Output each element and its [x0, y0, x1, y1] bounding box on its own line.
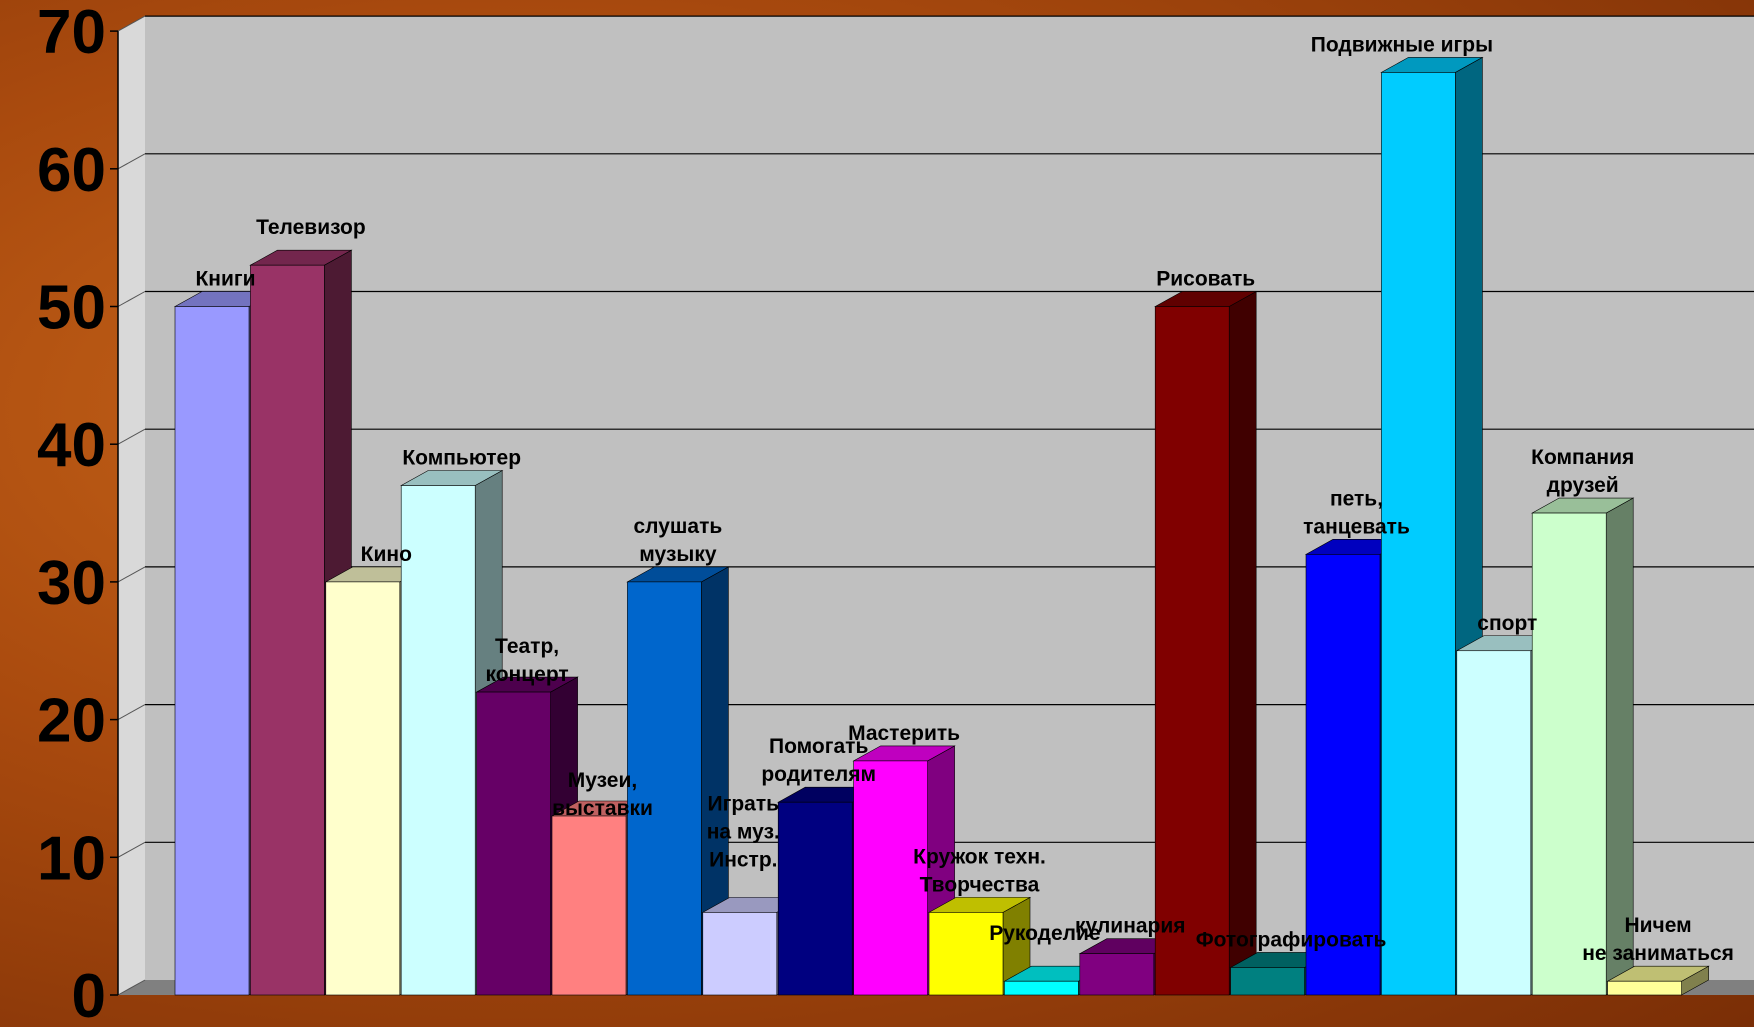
bar-label-line: Компания — [1531, 446, 1634, 469]
gridline-side — [117, 566, 146, 583]
bar-label-line: Кружок техн. — [913, 845, 1046, 868]
bar-label: Театр, концерт — [486, 635, 569, 686]
bar — [702, 912, 778, 996]
bar — [1381, 72, 1456, 996]
bar-label-line: Мастерить — [848, 722, 960, 745]
bar — [250, 264, 325, 996]
bar-label-line: кулинария — [1075, 915, 1186, 938]
gridline-side — [117, 291, 146, 307]
bar-label-line: Творчества — [920, 873, 1040, 896]
bar-label: слушать музыку — [633, 515, 722, 566]
bar-label: Кружок техн. Творчества — [913, 845, 1046, 896]
bar-label: Книги — [195, 268, 255, 291]
y-tick-label: 60 — [37, 136, 106, 205]
y-tick-label: 40 — [37, 411, 106, 480]
bar-label-line: Ничем — [1624, 914, 1691, 937]
bar-label-line: Играть — [708, 792, 780, 815]
bar-side — [1228, 290, 1257, 996]
bar — [928, 912, 1004, 996]
bar — [627, 581, 702, 996]
bar-label-line: Телевизор — [256, 216, 366, 239]
bar-label-line: не заниматься — [1582, 942, 1734, 965]
bar-label-line: Компьютер — [402, 447, 521, 470]
bar-label: Помогать родителям — [761, 735, 876, 786]
bar-label-line: Фотографировать — [1196, 928, 1387, 951]
y-tick-label: 0 — [72, 962, 106, 1027]
bar-label-line: выставки — [552, 797, 653, 820]
bar — [325, 581, 401, 996]
bar — [174, 306, 250, 996]
bar — [1154, 306, 1230, 996]
bar-label-line: Рукоделие — [989, 922, 1100, 945]
y-tick-label: 10 — [37, 824, 106, 893]
bar-group — [1606, 965, 1710, 996]
bar-label-line: Кино — [361, 543, 412, 566]
bar — [1079, 953, 1155, 996]
bar — [1305, 554, 1381, 996]
bar-label-line: Помогать — [769, 735, 868, 758]
bar-label-line: Подвижные игры — [1311, 33, 1493, 56]
y-tick-label: 20 — [37, 687, 106, 756]
bar-label-line: родителям — [761, 763, 876, 786]
bar-label: Рисовать — [1156, 268, 1255, 291]
gridline-side — [117, 15, 146, 32]
bar-group — [1531, 497, 1635, 996]
bar-label-line: Рисовать — [1156, 268, 1255, 291]
bar-label-line: друзей — [1547, 474, 1619, 497]
bar-label: спорт — [1477, 612, 1537, 635]
bar-label: кулинария — [1075, 915, 1186, 938]
bar — [777, 801, 853, 996]
bar-label-line: концерт — [486, 663, 569, 686]
bar-label-line: музыку — [639, 543, 717, 566]
bar — [1607, 980, 1682, 996]
gridline-side — [117, 841, 146, 858]
bar-label: Играть на муз. Инстр. — [707, 792, 780, 871]
bar — [476, 691, 551, 996]
gridline-side — [117, 979, 146, 996]
bar-label-line: Книги — [195, 268, 255, 291]
bar — [1230, 967, 1305, 996]
gridline-side — [117, 704, 146, 721]
bar-label-line: спорт — [1477, 612, 1537, 635]
bar-group — [626, 566, 730, 996]
bar — [400, 485, 476, 996]
bar-label-line: Инстр. — [709, 848, 777, 871]
bar-label-line: петь, — [1330, 487, 1383, 510]
bar-label: Ничем не заниматься — [1582, 914, 1734, 965]
y-tick-label: 50 — [37, 274, 106, 343]
bar-label-line: Музеи, — [568, 769, 637, 792]
y-tick-label: 30 — [37, 549, 106, 618]
bar — [1004, 980, 1079, 996]
bar — [551, 815, 627, 996]
bar-label: петь, танцевать — [1303, 487, 1410, 538]
gridline-side — [117, 153, 146, 170]
bar-label: Компьютер — [402, 447, 521, 470]
bar-label: Кино — [361, 543, 412, 566]
bar-label: Подвижные игры — [1311, 33, 1493, 56]
bar-label-line: на муз. — [707, 820, 780, 843]
bar-label-line: Театр, — [495, 635, 559, 658]
bar-label: Фотографировать — [1196, 928, 1387, 951]
bar-group — [1154, 290, 1258, 996]
bar-label: Музеи, выставки — [552, 769, 653, 820]
bar-label: Компания друзей — [1531, 446, 1634, 497]
bar-group — [927, 896, 1032, 996]
bar-label: Мастерить — [848, 722, 960, 745]
gridline-side — [117, 428, 146, 445]
plot-side-wall — [118, 16, 145, 996]
bar — [1456, 650, 1532, 996]
bar — [853, 760, 928, 996]
bar-label: Телевизор — [256, 216, 366, 239]
bar-label-line: танцевать — [1303, 515, 1410, 538]
bar-label-line: слушать — [633, 515, 722, 538]
bar — [1531, 512, 1607, 996]
y-tick-label: 70 — [37, 0, 106, 67]
bar-label: Рукоделие — [989, 922, 1100, 945]
